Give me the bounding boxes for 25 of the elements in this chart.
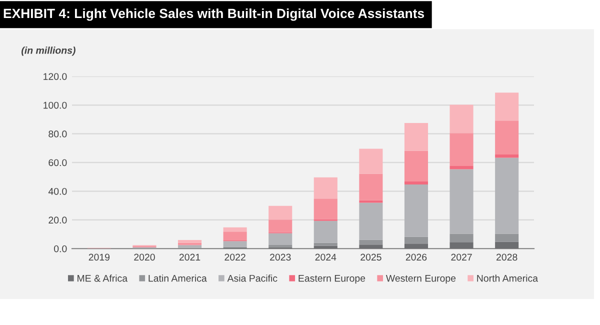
x-tick-label: 2027	[451, 254, 472, 261]
legend-label: Latin America	[148, 274, 207, 282]
legend-label: Asia Pacific	[227, 274, 278, 282]
x-tick-label: 2020	[134, 254, 155, 261]
y-tick-label: 40.0	[48, 188, 67, 195]
y-tick-label: 120.0	[44, 73, 67, 80]
legend-label: Western Europe	[386, 274, 456, 284]
x-tick-label: 2023	[270, 254, 291, 261]
x-tick-label: 2021	[179, 254, 200, 261]
chart-title: EXHIBIT 4: Light Vehicle Sales with Built-in Digital Voice Assistants	[4, 8, 424, 21]
x-tick-label: 2026	[406, 254, 427, 261]
y-tick-label: 80.0	[48, 130, 67, 138]
y-tick-label: 0.0	[54, 245, 67, 252]
x-tick-label: 2019	[88, 254, 110, 261]
y-tick-label: 100.0	[44, 102, 67, 109]
x-tick-label: 2028	[496, 254, 518, 261]
y-axis-title: (in millions)	[22, 46, 76, 56]
legend-label: Eastern Europe	[298, 274, 366, 284]
x-tick-label: 2025	[360, 254, 382, 261]
legend-label: ME & Africa	[78, 274, 128, 282]
x-tick-label: 2024	[315, 254, 336, 261]
legend-label: North America	[477, 274, 538, 282]
y-tick-label: 20.0	[48, 216, 67, 224]
x-tick-label: 2022	[224, 254, 246, 261]
y-tick-label: 60.0	[48, 159, 67, 166]
